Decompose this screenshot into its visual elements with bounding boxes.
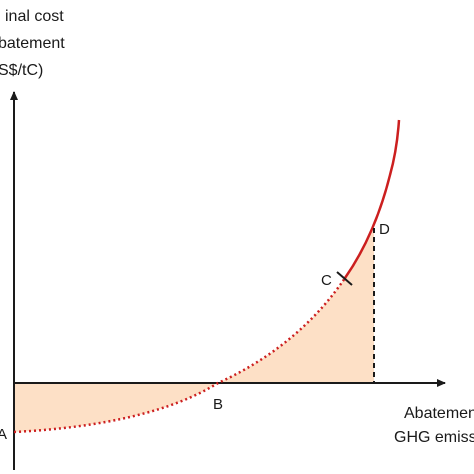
shaded-region-savings bbox=[14, 383, 218, 432]
point-c-label: C bbox=[321, 272, 332, 289]
x-axis-label-line1: Abatemen bbox=[404, 405, 474, 422]
x-axis-label-line2: GHG emiss bbox=[394, 429, 474, 446]
mac-curve-dotted bbox=[13, 277, 347, 434]
point-c-tick bbox=[336, 271, 353, 286]
y-axis-label-line1: inal cost bbox=[5, 8, 64, 25]
point-a-label: A bbox=[0, 426, 7, 443]
mac-curve-solid bbox=[343, 119, 401, 279]
point-b-label: B bbox=[213, 396, 223, 413]
shaded-region-cost bbox=[218, 228, 374, 383]
point-d-label: D bbox=[379, 221, 390, 238]
y-axis-label-line3: S$/tC) bbox=[0, 62, 43, 79]
y-axis-label-line2: batement bbox=[0, 35, 65, 52]
